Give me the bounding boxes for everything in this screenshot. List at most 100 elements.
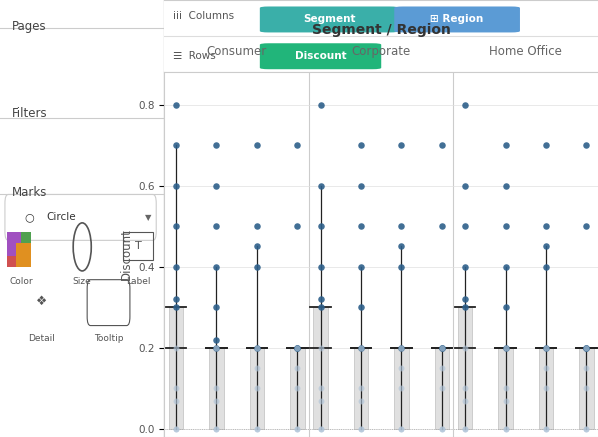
Point bbox=[316, 182, 325, 189]
Point bbox=[396, 425, 406, 432]
Text: ▼: ▼ bbox=[145, 213, 151, 222]
Point bbox=[396, 364, 406, 371]
Point bbox=[212, 344, 221, 351]
Point bbox=[171, 385, 181, 392]
Bar bbox=[579, 348, 594, 429]
Point bbox=[460, 344, 470, 351]
Point bbox=[316, 425, 325, 432]
Point bbox=[541, 344, 551, 351]
Point bbox=[396, 223, 406, 230]
Y-axis label: Discount: Discount bbox=[120, 229, 133, 281]
Point bbox=[252, 425, 262, 432]
Point bbox=[171, 182, 181, 189]
Point bbox=[356, 344, 366, 351]
Point bbox=[582, 344, 591, 351]
Bar bbox=[313, 307, 328, 429]
Point bbox=[212, 142, 221, 149]
Point bbox=[292, 425, 302, 432]
Point bbox=[252, 243, 262, 250]
Bar bbox=[458, 307, 472, 429]
Point bbox=[582, 223, 591, 230]
Point bbox=[541, 243, 551, 250]
Point bbox=[460, 425, 470, 432]
Point bbox=[541, 344, 551, 351]
Point bbox=[316, 304, 325, 311]
Point bbox=[501, 344, 510, 351]
Point bbox=[501, 425, 510, 432]
Point bbox=[396, 263, 406, 270]
Text: Pages: Pages bbox=[11, 20, 46, 33]
Text: ⊞ Region: ⊞ Region bbox=[431, 14, 484, 24]
Point bbox=[212, 425, 221, 432]
Text: Label: Label bbox=[126, 277, 150, 287]
Point bbox=[437, 344, 447, 351]
Text: Circle: Circle bbox=[46, 212, 76, 222]
FancyBboxPatch shape bbox=[260, 7, 398, 32]
Point bbox=[292, 344, 302, 351]
Point bbox=[171, 344, 181, 351]
Point bbox=[356, 304, 366, 311]
Bar bbox=[354, 348, 368, 429]
Point bbox=[356, 223, 366, 230]
Point bbox=[171, 304, 181, 311]
Point bbox=[501, 223, 510, 230]
Point bbox=[582, 385, 591, 392]
Point bbox=[316, 344, 325, 351]
Point bbox=[437, 142, 447, 149]
Point bbox=[582, 364, 591, 371]
Point bbox=[356, 425, 366, 432]
Text: Discount: Discount bbox=[295, 51, 346, 61]
Point bbox=[316, 425, 325, 432]
Point bbox=[171, 142, 181, 149]
Point bbox=[437, 364, 447, 371]
Point bbox=[292, 425, 302, 432]
Point bbox=[460, 223, 470, 230]
FancyBboxPatch shape bbox=[260, 43, 382, 69]
Point bbox=[356, 344, 366, 351]
Point bbox=[252, 223, 262, 230]
Text: Filters: Filters bbox=[11, 107, 47, 120]
Point bbox=[252, 344, 262, 351]
Bar bbox=[498, 348, 512, 429]
Point bbox=[171, 425, 181, 432]
Text: Segment: Segment bbox=[303, 14, 355, 24]
Bar bbox=[169, 307, 183, 429]
Point bbox=[212, 304, 221, 311]
Text: T: T bbox=[135, 241, 142, 251]
Point bbox=[292, 385, 302, 392]
Bar bbox=[539, 348, 553, 429]
Text: ☰  Rows: ☰ Rows bbox=[173, 51, 216, 61]
Point bbox=[396, 425, 406, 432]
Point bbox=[316, 385, 325, 392]
Point bbox=[501, 385, 510, 392]
Bar bbox=[435, 348, 449, 429]
Point bbox=[501, 425, 510, 432]
Point bbox=[292, 344, 302, 351]
Point bbox=[396, 385, 406, 392]
Point bbox=[252, 344, 262, 351]
Point bbox=[582, 142, 591, 149]
Text: Detail: Detail bbox=[28, 334, 54, 343]
Point bbox=[171, 101, 181, 108]
Point bbox=[396, 243, 406, 250]
Point bbox=[460, 182, 470, 189]
Point bbox=[316, 263, 325, 270]
Bar bbox=[17, 232, 31, 256]
Point bbox=[437, 385, 447, 392]
Point bbox=[460, 304, 470, 311]
FancyBboxPatch shape bbox=[5, 194, 156, 240]
Point bbox=[212, 397, 221, 404]
Point bbox=[396, 344, 406, 351]
Point bbox=[356, 385, 366, 392]
Point bbox=[582, 425, 591, 432]
Point bbox=[212, 425, 221, 432]
Point bbox=[437, 425, 447, 432]
Text: iii  Columns: iii Columns bbox=[173, 11, 234, 21]
Text: Segment / Region: Segment / Region bbox=[312, 24, 451, 38]
Text: Size: Size bbox=[73, 277, 91, 287]
Point bbox=[212, 223, 221, 230]
Point bbox=[252, 364, 262, 371]
Bar bbox=[7, 232, 22, 256]
Point bbox=[252, 385, 262, 392]
Text: Marks: Marks bbox=[11, 186, 47, 199]
